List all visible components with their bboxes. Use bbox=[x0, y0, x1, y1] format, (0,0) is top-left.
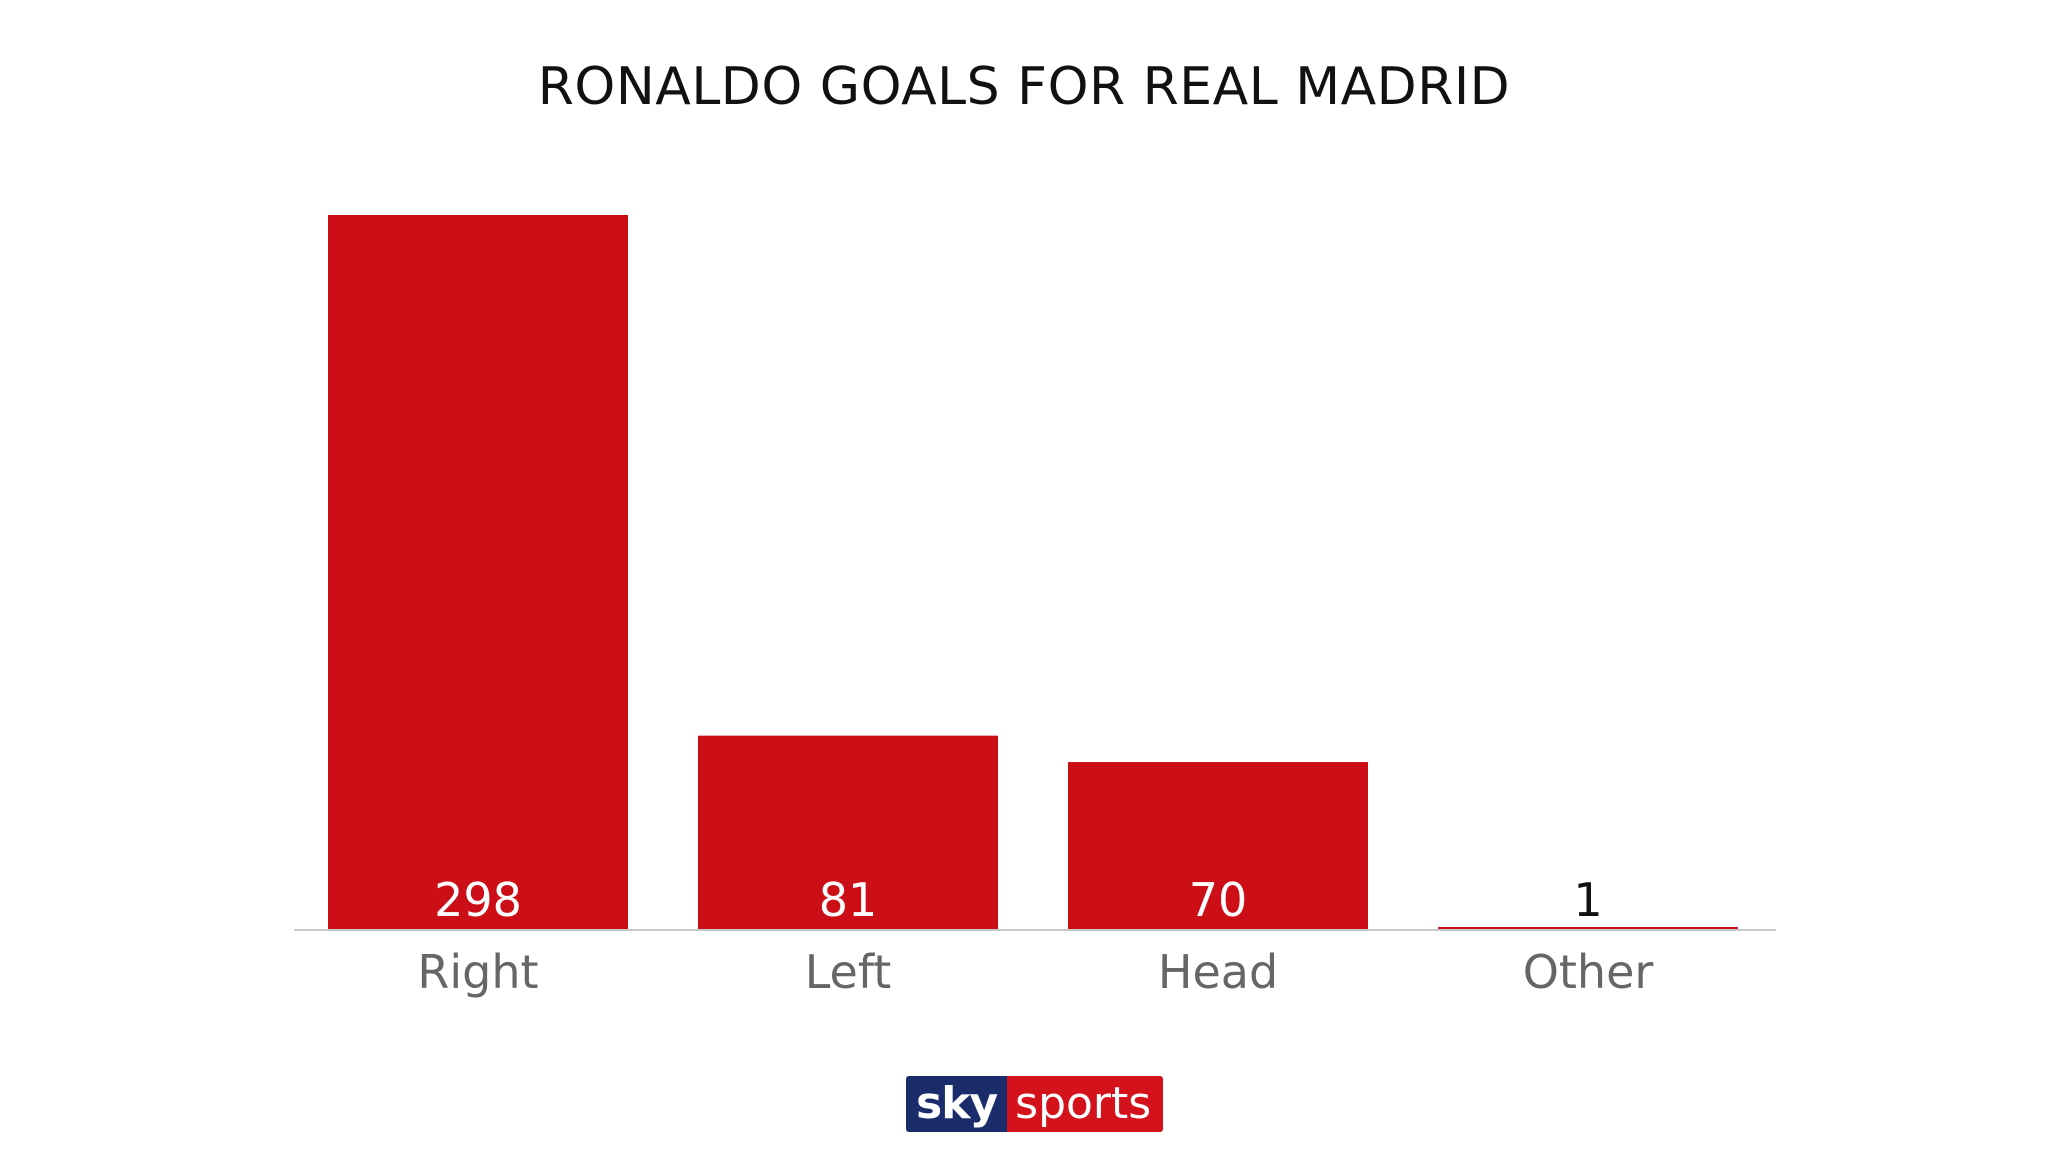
sky-sports-logo: sky sports bbox=[906, 1076, 1164, 1132]
category-label-right: Right bbox=[417, 945, 538, 999]
labels-group: 298 Right 81 Left 70 Head 1 Other bbox=[417, 873, 1653, 999]
bar-head bbox=[1068, 762, 1368, 930]
category-label-left: Left bbox=[805, 945, 892, 999]
value-label-other: 1 bbox=[1573, 873, 1602, 927]
bar-left bbox=[698, 735, 998, 930]
value-label-head: 70 bbox=[1189, 873, 1248, 927]
value-label-right: 298 bbox=[434, 873, 522, 927]
bar-other bbox=[1438, 927, 1738, 930]
logo-sky-text: sky bbox=[906, 1076, 1008, 1132]
chart-title: RONALDO GOALS FOR REAL MADRID bbox=[537, 57, 1511, 117]
value-label-left: 81 bbox=[819, 873, 878, 927]
bar-right bbox=[328, 215, 628, 930]
category-label-other: Other bbox=[1523, 945, 1654, 999]
category-label-head: Head bbox=[1158, 945, 1278, 999]
logo-sports-text: sports bbox=[1007, 1076, 1164, 1132]
bars-group bbox=[328, 215, 1738, 930]
